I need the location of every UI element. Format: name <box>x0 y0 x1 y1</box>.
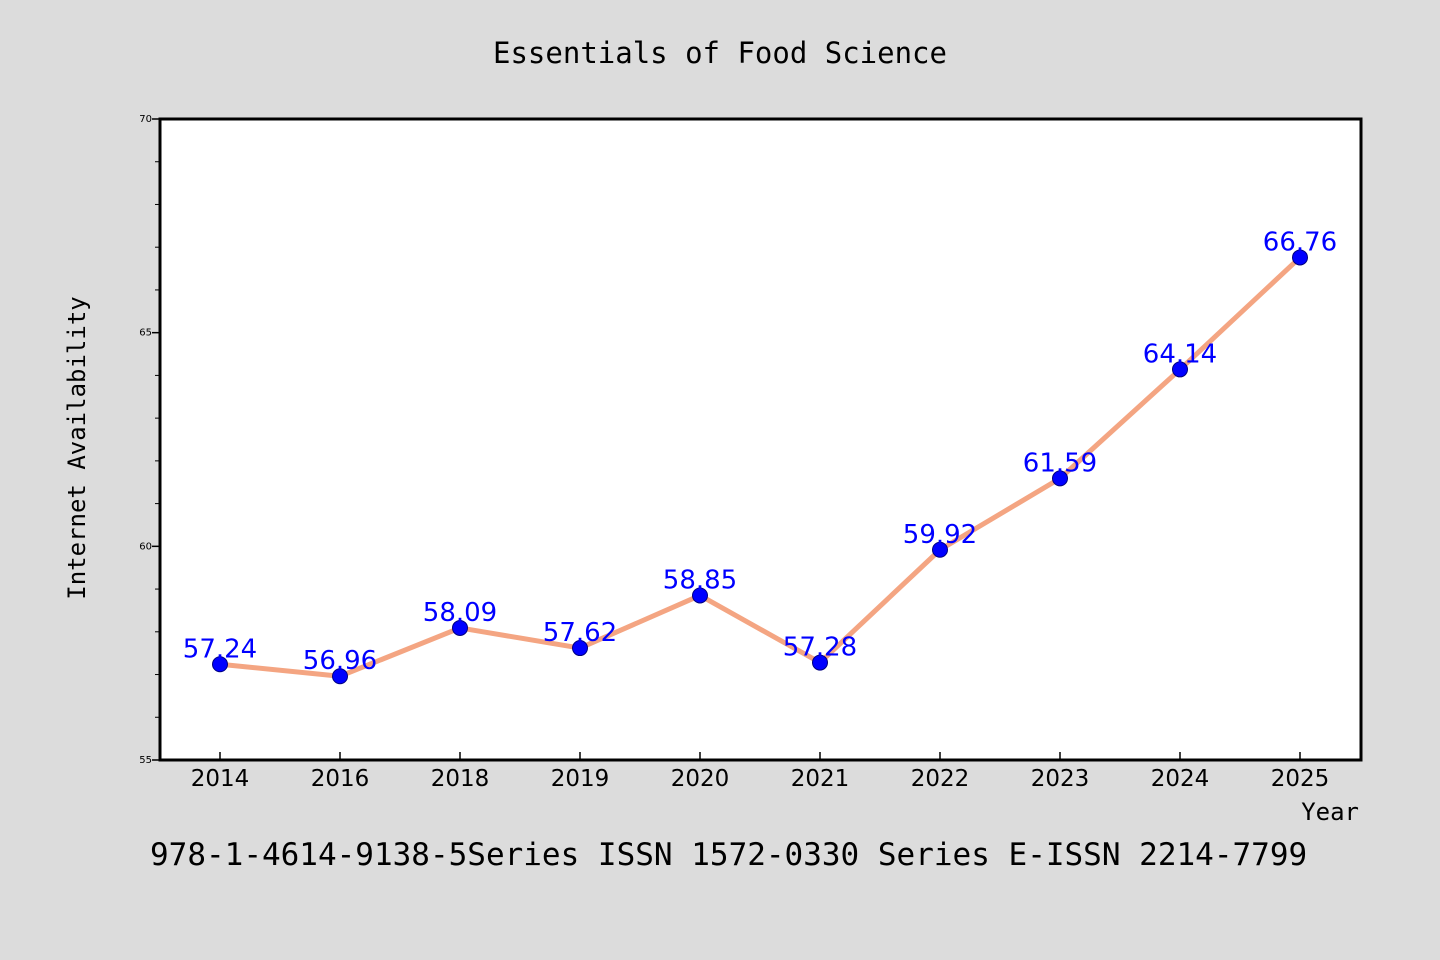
y-tick-label: 70 <box>139 114 152 125</box>
x-tick-label: 2019 <box>551 766 610 792</box>
y-axis-label: Internet Availability <box>63 296 91 599</box>
data-point <box>572 640 588 657</box>
data-label: 57.28 <box>783 633 857 663</box>
data-label: 57.24 <box>183 634 257 664</box>
plot-area <box>158 117 1363 762</box>
x-tick-label: 2024 <box>1151 766 1210 792</box>
data-point <box>812 654 828 671</box>
data-label: 64.14 <box>1143 339 1217 369</box>
data-point <box>452 619 468 636</box>
data-point <box>1172 361 1188 378</box>
data-label: 58.85 <box>663 565 737 595</box>
y-tick-label: 60 <box>139 541 152 552</box>
data-point <box>332 668 348 685</box>
series-internet-availability: 57.24 56.96 58.09 57.62 58.85 57.28 59.92 61.59… <box>183 227 1337 685</box>
x-axis-label: Year <box>1301 798 1359 826</box>
x-tick-label: 2025 <box>1271 766 1330 792</box>
x-tick-label: 2014 <box>191 766 250 792</box>
y-axis: 55 60 65 70 <box>139 114 160 766</box>
x-tick-label: 2021 <box>791 766 850 792</box>
data-label: 56.96 <box>303 646 377 676</box>
y-tick-label: 55 <box>139 755 152 766</box>
x-tick-label: 2016 <box>311 766 370 792</box>
data-point <box>212 656 228 673</box>
chart-title: Essentials of Food Science <box>493 36 947 70</box>
footer-text: 978-1-4614-9138-5Series ISSN 1572-0330 S… <box>150 837 1307 873</box>
data-point <box>932 541 948 558</box>
data-label: 58.09 <box>423 598 497 628</box>
data-point <box>1052 470 1068 487</box>
data-label: 61.59 <box>1023 448 1097 478</box>
data-label: 66.76 <box>1263 227 1337 257</box>
x-tick-label: 2020 <box>671 766 730 792</box>
y-tick-label: 65 <box>139 328 152 339</box>
x-tick-label: 2023 <box>1031 766 1090 792</box>
x-tick-label: 2022 <box>911 766 970 792</box>
data-label: 59.92 <box>903 520 977 550</box>
x-tick-label: 2018 <box>431 766 490 792</box>
series-line <box>217 254 1303 679</box>
data-point <box>1292 249 1308 266</box>
x-axis: 2014 2016 2018 2019 2020 2021 2022 2023 2024 2025 <box>191 752 1330 792</box>
data-label: 57.62 <box>543 618 617 648</box>
data-point <box>692 587 708 604</box>
